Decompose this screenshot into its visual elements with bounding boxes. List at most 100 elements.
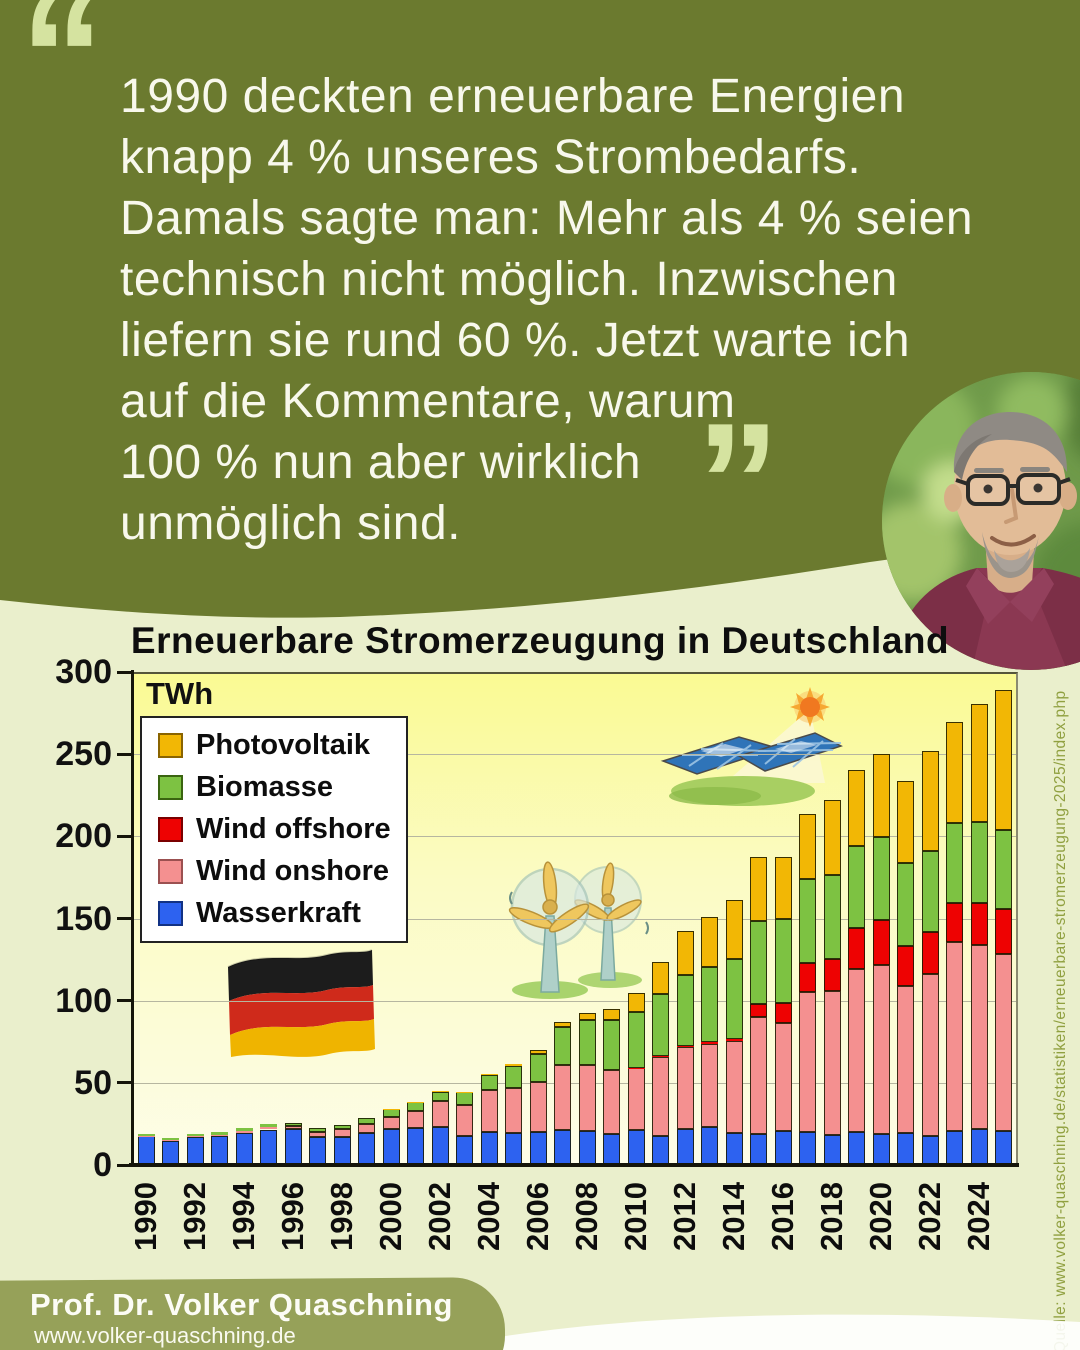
bar-2008-photovoltaik (578, 1012, 596, 1021)
legend-label: Wind offshore (196, 812, 391, 845)
x-tick-label-2002: 2002 (422, 1182, 458, 1251)
bar-2002-wasserkraft (431, 1127, 449, 1165)
bar-2005-wind-onshore (505, 1088, 523, 1133)
x-axis-line (129, 1163, 1019, 1167)
bar-2021-wasserkraft (897, 1133, 915, 1165)
bar-2021-photovoltaik (897, 781, 915, 864)
y-tick-50 (117, 1081, 132, 1085)
bar-2006-biomasse (529, 1054, 547, 1082)
bar-2025-wasserkraft (995, 1131, 1013, 1165)
bar-2013-wind-offshore (701, 1042, 719, 1044)
bar-2001-wind-onshore (407, 1110, 425, 1129)
gridline-250 (134, 754, 1016, 756)
bar-2020-wasserkraft (872, 1134, 890, 1165)
bar-2017-photovoltaik (799, 814, 817, 879)
x-tick-label-2024: 2024 (961, 1182, 997, 1251)
x-tick-label-2012: 2012 (667, 1182, 703, 1251)
y-tick-label-150: 150 (55, 899, 112, 938)
bar-2019-wind-onshore (848, 968, 866, 1132)
bar-2007-biomasse (554, 1026, 572, 1065)
bar-2004-wasserkraft (480, 1132, 498, 1165)
bar-2015-wasserkraft (750, 1133, 768, 1165)
quote-line-2: knapp 4 % unseres Strombedarfs. (120, 131, 862, 184)
bar-2014-photovoltaik (725, 899, 743, 960)
bar-1995-wind-onshore (260, 1127, 278, 1130)
bar-2009-biomasse (603, 1020, 621, 1071)
bar-2004-biomasse (480, 1074, 498, 1091)
bar-2020-wind-onshore (872, 964, 890, 1135)
bar-2022-wasserkraft (921, 1136, 939, 1165)
bar-2007-wind-onshore (554, 1064, 572, 1131)
legend-label: Wind onshore (196, 855, 390, 888)
legend-item-photovoltaik: Photovoltaik (158, 729, 406, 762)
bar-2019-wasserkraft (848, 1131, 866, 1165)
bar-2024-wasserkraft (970, 1129, 988, 1165)
bar-2024-photovoltaik (970, 703, 988, 823)
bar-2011-wasserkraft (652, 1135, 670, 1165)
bar-2012-wasserkraft (676, 1128, 694, 1165)
bar-1996-wasserkraft (284, 1129, 302, 1165)
bar-1996-wind-onshore (284, 1125, 302, 1130)
bar-2000-biomasse (382, 1109, 400, 1117)
bar-2018-biomasse (823, 875, 841, 959)
bar-2007-photovoltaik (554, 1021, 572, 1027)
y-tick-label-0: 0 (93, 1146, 112, 1184)
bar-1990-wasserkraft (137, 1136, 155, 1165)
bar-2006-wind-onshore (529, 1081, 547, 1133)
y-tick-100 (117, 999, 132, 1003)
bar-2002-biomasse (431, 1091, 449, 1102)
bar-2018-wasserkraft (823, 1135, 841, 1165)
bar-2023-wind-onshore (946, 941, 964, 1132)
legend-label: Photovoltaik (196, 728, 371, 761)
bar-2021-wind-onshore (897, 986, 915, 1134)
bar-2006-photovoltaik (529, 1050, 547, 1055)
quote-line-4: technisch nicht möglich. Inzwischen (120, 253, 898, 306)
y-tick-label-250: 250 (55, 735, 112, 774)
x-tick-label-2004: 2004 (471, 1182, 507, 1251)
bar-2008-wasserkraft (578, 1131, 596, 1165)
olive-wave-background (0, 0, 1080, 618)
bar-2010-wind-onshore (627, 1068, 645, 1131)
bar-2008-biomasse (578, 1020, 596, 1065)
bar-2012-photovoltaik (676, 931, 694, 975)
bar-2010-photovoltaik (627, 993, 645, 1013)
bar-2016-wind-offshore (774, 1003, 792, 1023)
quote-line-1: 1990 deckten erneuerbare Energien (120, 70, 906, 123)
bar-2015-photovoltaik (750, 857, 768, 921)
bar-2018-photovoltaik (823, 800, 841, 876)
bar-1993-wasserkraft (211, 1135, 229, 1165)
chart-legend: Photovoltaik Biomasse Wind offshore Wind on… (140, 716, 408, 943)
bar-2012-wind-onshore (676, 1046, 694, 1129)
bar-2016-wind-onshore (774, 1023, 792, 1132)
bar-2021-biomasse (897, 863, 915, 946)
x-tick-label-2000: 2000 (373, 1182, 409, 1251)
bar-1991-biomasse (162, 1137, 180, 1141)
bar-2015-biomasse (750, 920, 768, 1004)
legend-label: Wasserkraft (196, 897, 361, 930)
bar-2017-biomasse (799, 878, 817, 963)
bar-2005-photovoltaik (505, 1063, 523, 1066)
legend-swatch (158, 901, 183, 927)
bottom-wave-decoration (430, 1314, 1080, 1350)
bar-2011-biomasse (652, 993, 670, 1056)
bar-1994-wasserkraft (235, 1132, 253, 1165)
bar-2021-wind-offshore (897, 945, 915, 987)
unit-label: TWh (146, 676, 214, 711)
x-tick-label-1996: 1996 (275, 1182, 311, 1251)
quote-line-5: liefern sie rund 60 %. Jetzt warte ich (120, 314, 911, 367)
bar-2016-biomasse (774, 919, 792, 1004)
bar-1998-biomasse (333, 1124, 351, 1130)
y-tick-200 (117, 834, 132, 838)
x-tick-label-2022: 2022 (912, 1182, 948, 1251)
bar-2014-wasserkraft (725, 1132, 743, 1165)
legend-label: Biomasse (196, 770, 334, 803)
bar-2016-wasserkraft (774, 1131, 792, 1165)
bar-1994-wind-onshore (235, 1131, 253, 1133)
quote-line-8: unmöglich sind. (120, 497, 462, 550)
y-tick-150 (117, 917, 132, 920)
bar-2022-wind-onshore (921, 973, 939, 1137)
bar-2003-wind-onshore (456, 1105, 474, 1136)
bar-2025-wind-offshore (995, 909, 1013, 954)
